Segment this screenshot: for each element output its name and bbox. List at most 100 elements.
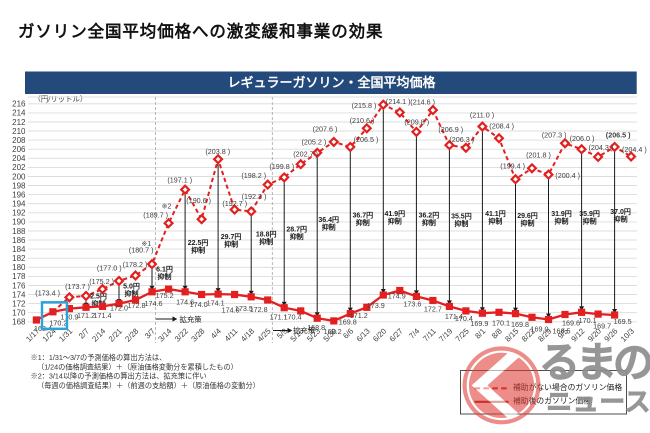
svg-text:172: 172 — [12, 299, 26, 308]
svg-text:抑制: 抑制 — [488, 217, 502, 226]
svg-text:36.4円: 36.4円 — [318, 216, 339, 224]
svg-text:37.0円: 37.0円 — [610, 208, 631, 216]
svg-text:210: 210 — [12, 127, 26, 136]
svg-text:抑制: 抑制 — [521, 219, 535, 228]
svg-text:169.8: 169.8 — [511, 320, 529, 329]
svg-text:175.2: 175.2 — [156, 291, 174, 300]
svg-text:(214.6 ): (214.6 ) — [410, 98, 435, 107]
svg-text:補助後のガソリン価格: 補助後のガソリン価格 — [513, 396, 591, 406]
svg-text:36.2円: 36.2円 — [419, 212, 440, 220]
svg-text:(202.7 ): (202.7 ) — [293, 150, 318, 159]
svg-text:174.0: 174.0 — [190, 300, 208, 309]
svg-text:171.2: 171.2 — [77, 311, 95, 320]
svg-text:170.4: 170.4 — [284, 313, 302, 322]
svg-text:(192.7 ): (192.7 ) — [222, 199, 247, 208]
svg-text:(173.7 ): (173.7 ) — [65, 282, 90, 291]
svg-text:6.1円: 6.1円 — [156, 266, 173, 274]
svg-text:(206.5 ): (206.5 ) — [606, 131, 631, 140]
svg-text:(206.0 ): (206.0 ) — [570, 134, 595, 143]
svg-text:(199.8 ): (199.8 ) — [269, 162, 294, 171]
svg-text:170.1: 170.1 — [579, 316, 597, 325]
svg-text:194: 194 — [12, 200, 26, 209]
svg-text:(199.4 ): (199.4 ) — [500, 162, 525, 171]
svg-text:(205.2 ): (205.2 ) — [302, 137, 327, 146]
svg-text:レギュラーガソリン・全国平均価格: レギュラーガソリン・全国平均価格 — [227, 75, 436, 90]
svg-text:(180.7 ): (180.7 ) — [129, 246, 154, 255]
svg-text:200: 200 — [12, 172, 26, 181]
svg-text:(173.4 ): (173.4 ) — [35, 288, 60, 297]
svg-text:(206.9 ): (206.9 ) — [438, 125, 463, 134]
svg-text:172.7: 172.7 — [424, 304, 442, 313]
svg-text:(175.2 ): (175.2 ) — [89, 277, 114, 286]
svg-text:抑制: 抑制 — [422, 218, 436, 227]
svg-text:169.0: 169.0 — [531, 324, 549, 333]
svg-text:174.1: 174.1 — [207, 299, 225, 308]
svg-text:171.4: 171.4 — [445, 312, 463, 321]
svg-text:186: 186 — [12, 236, 26, 245]
svg-text:180: 180 — [12, 263, 26, 272]
svg-text:(178.2 ): (178.2 ) — [123, 260, 148, 269]
svg-text:抑制: 抑制 — [356, 218, 370, 227]
svg-text:（1/24の価格調査結果）＋（原油価格変動分を累積したもの）: （1/24の価格調査結果）＋（原油価格変動分を累積したもの） — [37, 362, 238, 371]
svg-text:173.5: 173.5 — [235, 304, 253, 313]
svg-text:(197.1 ): (197.1 ) — [167, 176, 192, 185]
svg-text:168.5: 168.5 — [553, 327, 571, 336]
svg-text:216: 216 — [12, 100, 26, 109]
svg-text:174.6: 174.6 — [145, 299, 163, 308]
svg-text:(203.8 ): (203.8 ) — [205, 147, 230, 156]
svg-text:ガソリン全国平均価格への激変緩和事業の効果: ガソリン全国平均価格への激変緩和事業の効果 — [18, 21, 383, 41]
svg-text:202: 202 — [12, 163, 26, 172]
svg-text:172.8: 172.8 — [128, 301, 146, 310]
svg-text:170.4: 170.4 — [455, 314, 473, 323]
svg-text:170.9: 170.9 — [60, 312, 78, 321]
svg-text:ニュース: ニュース — [547, 389, 650, 417]
svg-text:170.1: 170.1 — [492, 318, 510, 327]
svg-text:(207.6 ): (207.6 ) — [313, 124, 338, 133]
svg-text:171.4: 171.4 — [94, 311, 112, 320]
svg-text:174.9: 174.9 — [388, 292, 406, 301]
svg-text:(190.6 ): (190.6 ) — [186, 196, 211, 205]
svg-text:22.5円: 22.5円 — [188, 239, 209, 247]
svg-text:抑制: 抑制 — [224, 240, 238, 249]
svg-text:(208.4 ): (208.4 ) — [489, 122, 514, 131]
svg-text:抑制: 抑制 — [583, 217, 597, 226]
svg-text:(211.0 ): (211.0 ) — [470, 111, 494, 120]
svg-text:2.5円: 2.5円 — [90, 293, 107, 301]
svg-text:抑制: 抑制 — [92, 299, 106, 308]
svg-text:(206.3 ): (206.3 ) — [449, 135, 474, 144]
svg-text:拡充策: 拡充策 — [180, 315, 203, 324]
svg-text:※2：3/14以降の予測価格の算出方法は、拡充策に伴い: ※2：3/14以降の予測価格の算出方法は、拡充策に伴い — [31, 372, 207, 381]
svg-text:184: 184 — [12, 245, 26, 254]
svg-text:168.2: 168.2 — [324, 327, 342, 336]
svg-text:抑制: 抑制 — [191, 246, 205, 255]
svg-text:206: 206 — [12, 145, 26, 154]
svg-text:214: 214 — [12, 109, 26, 118]
svg-text:抑制: 抑制 — [158, 272, 172, 281]
svg-text:204: 204 — [12, 154, 26, 163]
svg-text:212: 212 — [12, 118, 26, 127]
svg-text:170.2: 170.2 — [49, 318, 67, 327]
svg-text:41.9円: 41.9円 — [384, 210, 405, 218]
svg-text:(189.7 ): (189.7 ) — [143, 211, 168, 220]
svg-text:抑制: 抑制 — [388, 217, 402, 226]
svg-text:(204.3 ): (204.3 ) — [589, 143, 614, 152]
svg-text:28.7円: 28.7円 — [286, 226, 307, 234]
svg-text:192: 192 — [12, 209, 26, 218]
svg-text:(192.3 ): (192.3 ) — [242, 192, 267, 201]
svg-text:(201.8 ): (201.8 ) — [526, 151, 551, 160]
svg-text:35.9円: 35.9円 — [579, 210, 600, 218]
svg-text:168.8: 168.8 — [307, 323, 325, 332]
svg-text:168: 168 — [12, 318, 26, 327]
svg-text:(204.4 ): (204.4 ) — [622, 145, 647, 154]
svg-text:※1: ※1 — [141, 241, 151, 248]
svg-text:173.9: 173.9 — [367, 301, 385, 310]
svg-text:190: 190 — [12, 218, 26, 227]
svg-text:208: 208 — [12, 136, 26, 145]
svg-text:171.2: 171.2 — [350, 311, 368, 320]
svg-text:抑制: 抑制 — [125, 289, 139, 298]
svg-text:176: 176 — [12, 281, 26, 290]
svg-text:29.6円: 29.6円 — [517, 212, 538, 220]
svg-text:171.1: 171.1 — [270, 313, 288, 322]
svg-text:(200.4 ): (200.4 ) — [555, 171, 580, 180]
svg-text:(177.0 ): (177.0 ) — [97, 264, 122, 273]
